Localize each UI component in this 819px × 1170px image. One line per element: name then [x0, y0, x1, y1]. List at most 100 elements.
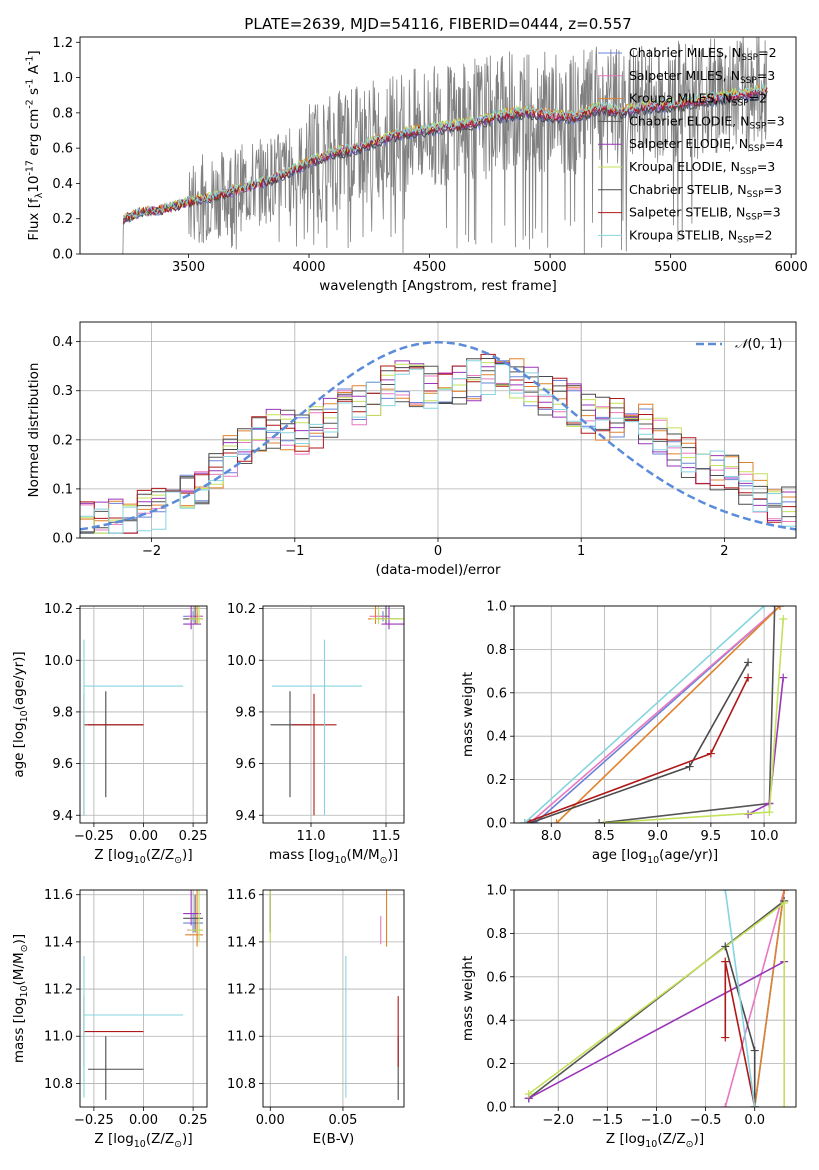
weight-line — [724, 890, 785, 1107]
legend-entry: Salpeter ELODIE, NSSP=4 — [629, 136, 784, 154]
legend-entry: 𝒩(0, 1) — [735, 337, 782, 352]
x-axis-label: Z [log10(Z/Z⊙)] — [94, 1131, 192, 1150]
plot-content — [524, 890, 789, 1107]
ticks: 11.0 11.5 9.4 9.6 9.8 10.0 10.2 — [227, 602, 400, 844]
x-tick-label: 0.05 — [328, 1113, 357, 1128]
y-tick-label: 11.0 — [227, 1030, 256, 1045]
axes-residuals: −2 −1 0 1 2 0.0 0.1 0.2 0.3 0.4 (data-model)/error… — [26, 321, 797, 578]
weight-marker — [721, 1103, 730, 1107]
weight-marker — [744, 658, 753, 667]
axes-frame — [79, 605, 208, 824]
weight-line — [753, 890, 785, 1107]
weight-marker — [765, 808, 774, 817]
y-tick-label: 0.0 — [486, 1101, 507, 1116]
x-tick-label: 1 — [577, 544, 585, 559]
weight-marker — [770, 606, 779, 610]
weight-marker — [780, 899, 789, 908]
y-axis-label: age [log10(age/yr)] — [11, 651, 30, 777]
y-tick-label: 0.0 — [52, 248, 73, 263]
y-tick-label: 0.1 — [52, 482, 73, 497]
axes-frame — [513, 605, 797, 824]
x-tick-label: −0.25 — [74, 829, 114, 844]
y-tick-label: 1.0 — [486, 884, 507, 899]
axes-frame — [262, 889, 405, 1108]
weight-marker — [685, 762, 694, 771]
legend-entry: Kroupa ELODIE, NSSP=3 — [629, 159, 775, 177]
axes-spectrum: 3500 4000 4500 5000 5500 6000 0.0 0.2 0.4 0.6 0.8 1… — [25, 36, 808, 294]
weight-line — [724, 890, 756, 1107]
x-tick-label: 0.25 — [179, 1113, 208, 1128]
ticks: 3500 4000 4500 5000 5500 6000 0.0 0.2 0.4 0.6 0.8 1… — [52, 36, 807, 275]
y-tick-label: 0.8 — [486, 643, 507, 658]
x-tick-label: −1 — [285, 544, 304, 559]
ticks: −2.0 −1.5 −1.0 −0.5 0.0 0.0 0.2 0.4 0.6 0.8 1.0 — [486, 884, 765, 1129]
y-tick-label: 0.8 — [52, 106, 73, 121]
y-tick-label: 0.6 — [486, 686, 507, 701]
model-spectrum — [123, 84, 768, 219]
plot-area — [263, 606, 404, 823]
legend-entry: Chabrier MILES, NSSP=2 — [629, 45, 777, 63]
x-tick-label: 8.0 — [541, 829, 562, 844]
plot-content — [520, 606, 788, 823]
x-tick-label: 2 — [720, 544, 728, 559]
y-tick-label: 0.2 — [486, 773, 507, 788]
y-tick-label: 11.0 — [44, 1030, 73, 1045]
grid — [263, 606, 404, 823]
x-tick-label: 0.25 — [179, 829, 208, 844]
x-tick-label: 9.0 — [647, 829, 668, 844]
x-axis-label: age [log10(age/yr)] — [592, 847, 718, 866]
weight-marker — [780, 890, 789, 894]
plot-content — [270, 606, 404, 816]
y-tick-label: 10.2 — [227, 602, 256, 617]
x-tick-label: 0.00 — [129, 829, 158, 844]
x-tick-label: −0.5 — [690, 1113, 722, 1128]
y-tick-label: 11.4 — [44, 935, 73, 950]
weight-marker — [721, 942, 730, 951]
x-axis-label: mass [log10(M/M⊙)] — [269, 847, 398, 866]
grid — [80, 890, 207, 1107]
axes-frame — [79, 36, 797, 255]
legend-entry: Kroupa STELIB, NSSP=2 — [629, 227, 773, 245]
plot-content — [121, 37, 768, 254]
weight-line — [556, 606, 781, 823]
x-tick-label: 0.0 — [744, 1113, 765, 1128]
x-tick-label: 6000 — [775, 260, 808, 275]
axes-age-vs-Z: −0.25 0.00 0.25 9.4 9.6 9.8 10.0 10.2 Z [log10(Z… — [11, 602, 208, 866]
y-tick-label: 10.2 — [44, 602, 73, 617]
x-tick-label: 0.00 — [129, 1113, 158, 1128]
y-tick-label: 9.4 — [52, 809, 73, 824]
ticks: 8.0 8.5 9.0 9.5 10.0 0.0 0.2 0.4 0.6 0.8 1.0 — [486, 600, 778, 845]
weight-marker — [595, 819, 604, 823]
x-tick-label: 3500 — [172, 260, 205, 275]
y-tick-label: 10.0 — [227, 654, 256, 669]
y-axis-label: mass weight — [460, 672, 476, 757]
legend: Chabrier MILES, NSSP=2 Salpeter MILES, NS… — [598, 45, 785, 245]
x-tick-label: 9.5 — [701, 829, 722, 844]
residual-histogram — [80, 360, 796, 534]
ticks: 0.00 0.05 10.8 11.0 11.2 11.4 11.6 — [227, 888, 357, 1128]
weight-marker — [552, 819, 561, 823]
ticks: −2 −1 0 1 2 0.0 0.1 0.2 0.3 0.4 — [52, 335, 728, 559]
x-tick-label: −0.25 — [74, 1113, 114, 1128]
x-tick-label: 11.0 — [297, 829, 326, 844]
x-tick-label: −1.0 — [641, 1113, 673, 1128]
figure-title: PLATE=2639, MJD=54116, FIBERID=0444, z=0… — [244, 15, 631, 33]
x-tick-label: 5500 — [654, 260, 687, 275]
weight-marker — [744, 673, 753, 682]
legend-entry: Salpeter STELIB, NSSP=3 — [629, 205, 781, 223]
y-tick-label: 0.6 — [486, 970, 507, 985]
legend-entry: Kroupa MILES, NSSP=2 — [629, 91, 767, 109]
x-tick-label: 5000 — [534, 260, 567, 275]
y-tick-label: 0.4 — [52, 177, 73, 192]
y-axis-label: Normed distribution — [26, 363, 42, 498]
weight-line — [529, 606, 781, 823]
weight-marker — [780, 1103, 789, 1107]
y-tick-label: 9.4 — [235, 809, 256, 824]
axes-age-vs-mass: 11.0 11.5 9.4 9.6 9.8 10.0 10.2 mass [log10(M/M… — [227, 602, 405, 866]
y-axis-label: mass [log10(M/M⊙)] — [11, 934, 30, 1063]
x-axis-label: (data-model)/error — [375, 562, 501, 578]
grid — [80, 606, 207, 823]
y-tick-label: 0.2 — [486, 1057, 507, 1072]
y-tick-label: 11.6 — [44, 888, 73, 903]
y-tick-label: 9.8 — [235, 705, 256, 720]
